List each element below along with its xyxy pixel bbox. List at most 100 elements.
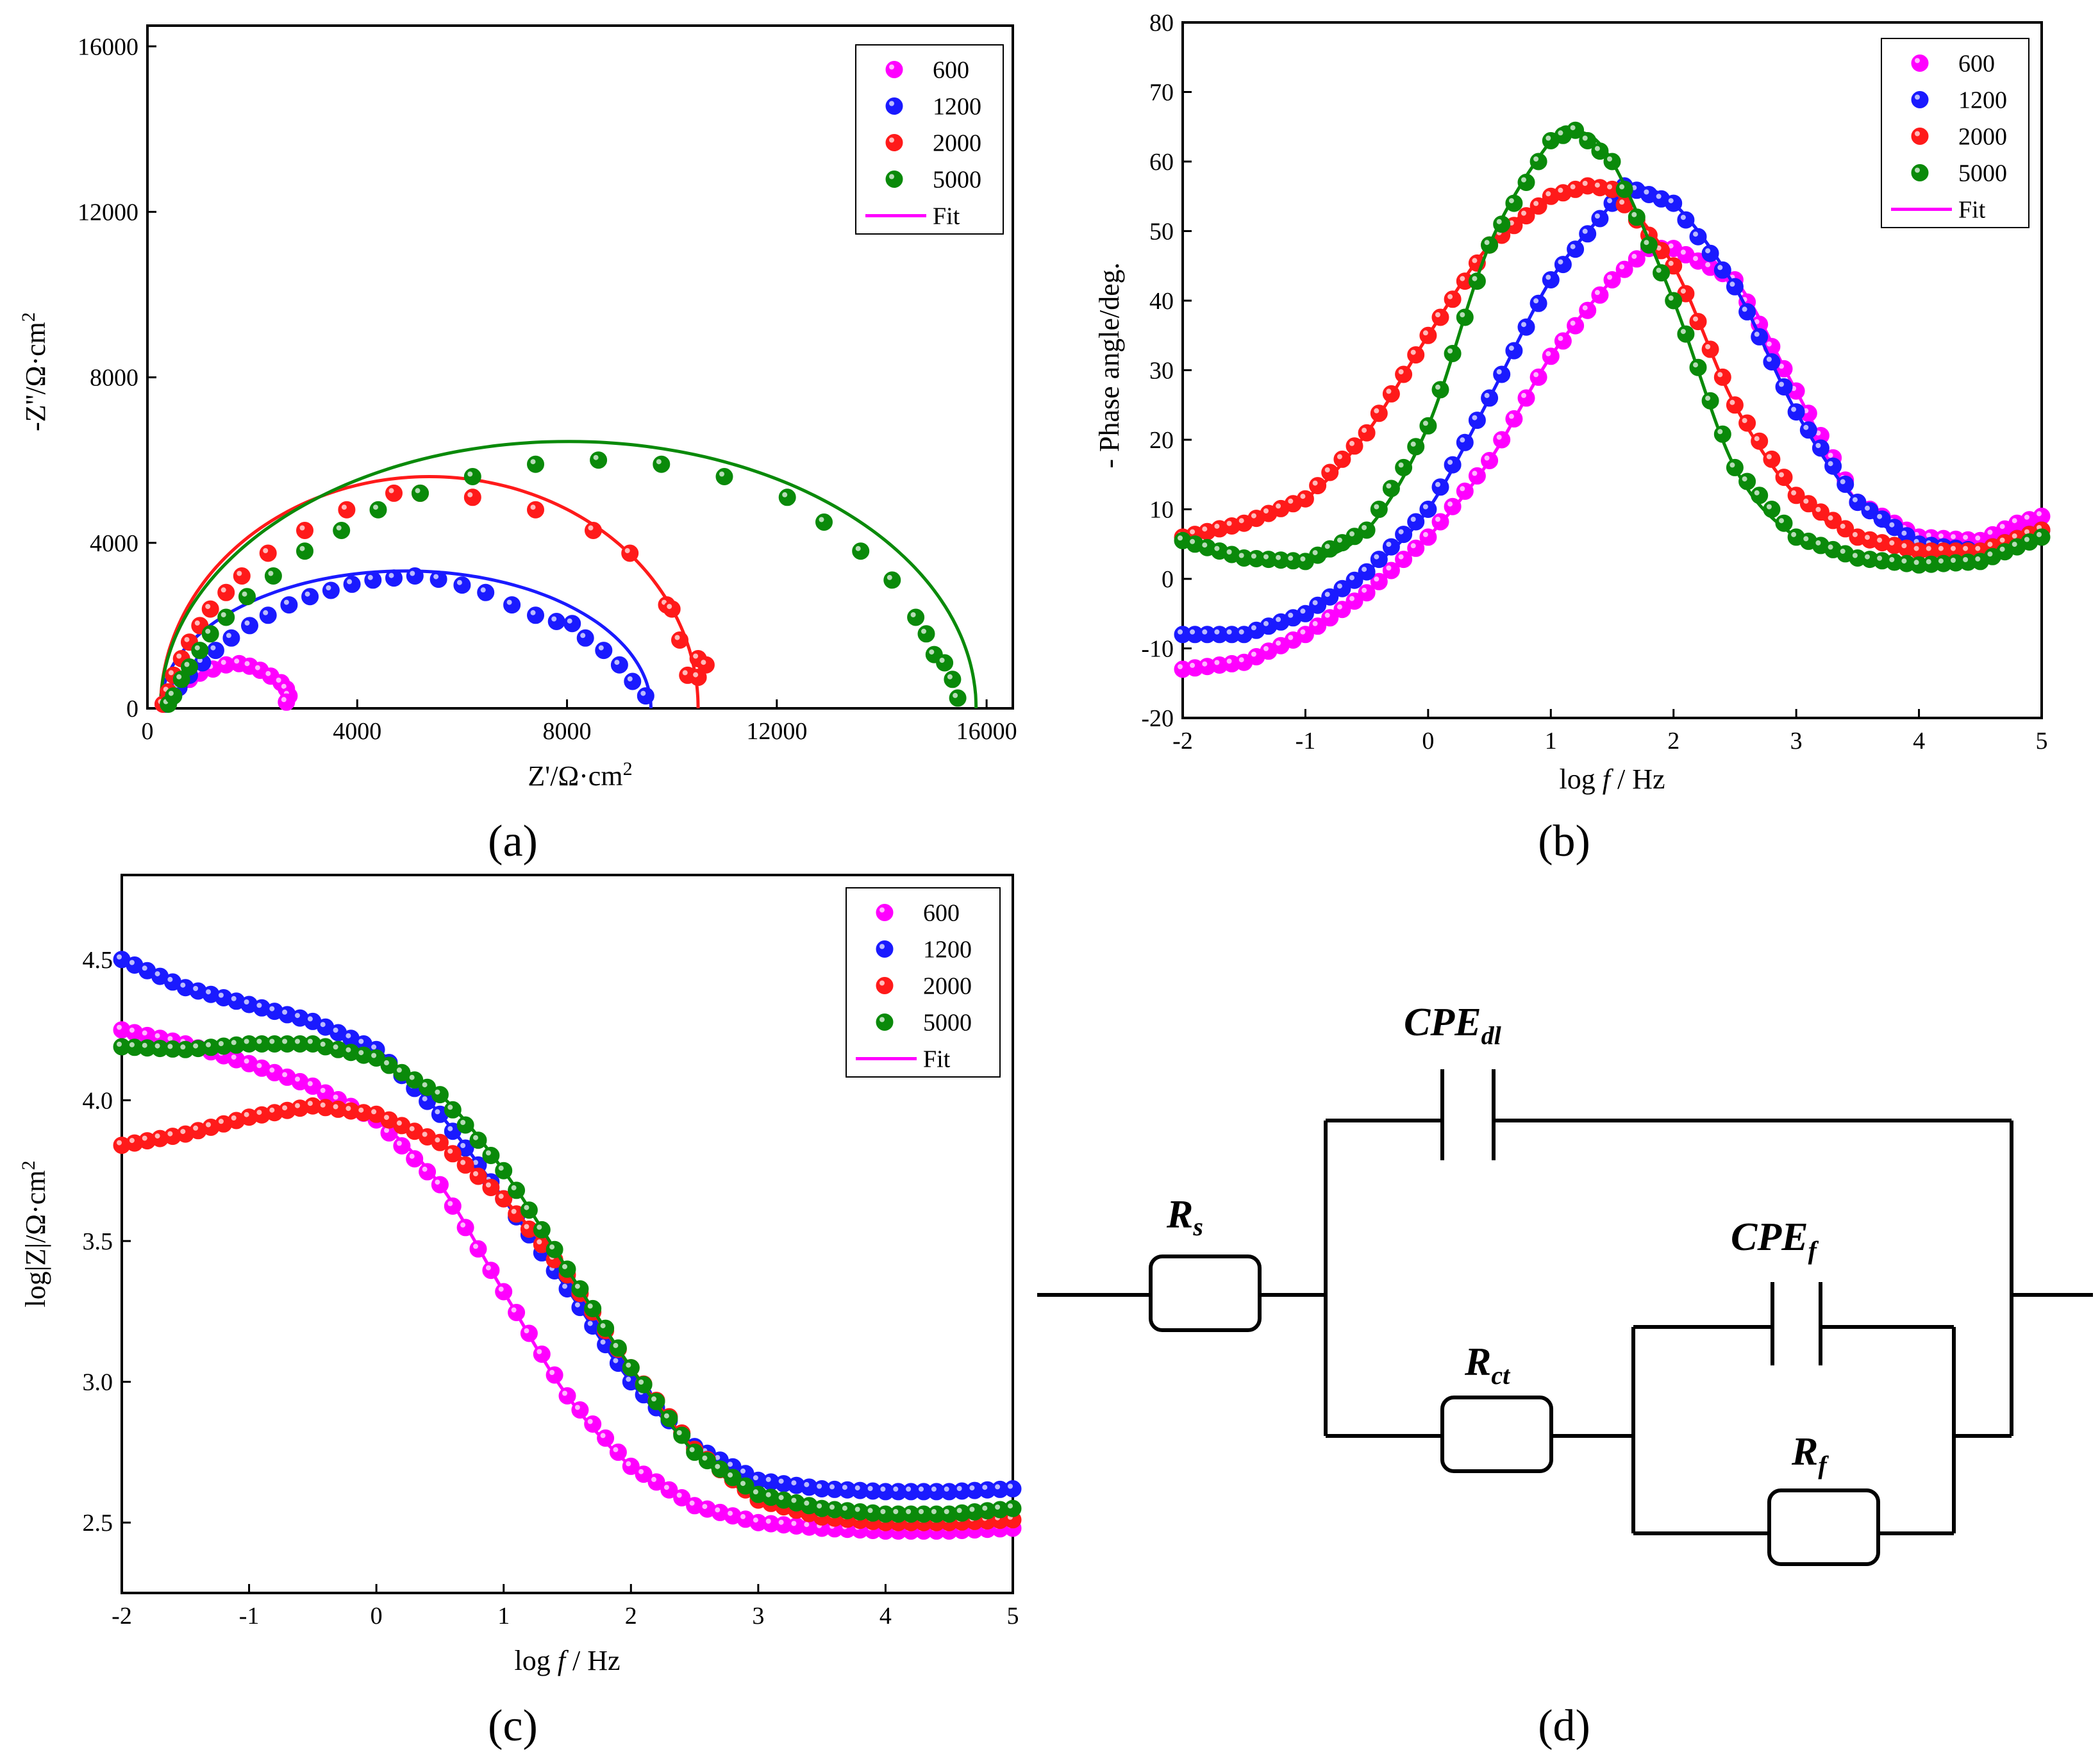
data-point: [622, 1359, 640, 1377]
data-point-highlight: [167, 1044, 173, 1049]
data-point-highlight: [263, 548, 269, 553]
data-point-highlight: [719, 471, 724, 477]
data-point-highlight: [638, 1380, 644, 1385]
nyquist-data: [154, 440, 978, 713]
data-point: [1799, 421, 1817, 439]
data-point: [876, 940, 894, 958]
data-point: [338, 501, 356, 519]
data-point-highlight: [167, 976, 173, 982]
data-point: [1407, 346, 1425, 364]
data-point-highlight: [715, 1463, 721, 1469]
x-tick-label: 3: [752, 1603, 764, 1630]
data-point: [635, 1376, 653, 1394]
data-point-highlight: [2012, 542, 2017, 547]
data-point-highlight: [197, 658, 203, 663]
data-point-highlight: [1594, 290, 1600, 296]
data-point-highlight: [1828, 515, 1833, 521]
data-point-highlight: [574, 1405, 580, 1410]
data-point-highlight: [320, 1041, 326, 1047]
data-point-highlight: [1815, 443, 1821, 448]
data-point-highlight: [1779, 381, 1784, 387]
data-point-highlight: [1582, 305, 1588, 311]
data-point-highlight: [295, 1013, 300, 1019]
data-point-highlight: [765, 1519, 771, 1524]
data-point-highlight: [210, 645, 216, 651]
data-point-highlight: [931, 1509, 937, 1514]
data-point-highlight: [1386, 483, 1392, 488]
data-point-highlight: [396, 1120, 402, 1126]
data-point-highlight: [1852, 497, 1858, 503]
data-point-highlight: [320, 1022, 326, 1028]
x-tick-label: -1: [1296, 728, 1316, 754]
data-point-highlight: [1533, 372, 1539, 378]
data-point-highlight: [1374, 576, 1379, 582]
data-point-highlight: [117, 1041, 122, 1047]
data-point-highlight: [1680, 288, 1686, 294]
data-point-highlight: [702, 1455, 708, 1461]
legend-label: 1200: [933, 94, 981, 121]
data-point: [222, 629, 240, 647]
data-point-highlight: [879, 944, 885, 949]
data-point-highlight: [1435, 312, 1440, 317]
data-point-highlight: [2024, 537, 2029, 542]
data-point-highlight: [498, 1287, 504, 1292]
data-point-highlight: [1484, 392, 1490, 398]
data-point-highlight: [371, 1109, 377, 1115]
data-point: [278, 693, 296, 711]
data-point: [1911, 54, 1929, 72]
data-point: [1653, 264, 1671, 282]
data-point: [508, 1181, 526, 1199]
data-point-highlight: [753, 1475, 758, 1481]
data-point-highlight: [921, 628, 926, 634]
data-point-highlight: [1546, 351, 1551, 356]
data-point-highlight: [530, 459, 536, 465]
data-point-highlight: [1202, 661, 1208, 667]
data-point-highlight: [537, 1239, 542, 1245]
data-point-highlight: [333, 1094, 338, 1100]
data-point-highlight: [1582, 228, 1588, 234]
data-point-highlight: [1190, 538, 1196, 544]
data-point-highlight: [480, 587, 486, 593]
data-point-highlight: [1644, 189, 1649, 195]
data-point: [259, 544, 277, 562]
data-point-highlight: [1803, 424, 1809, 430]
data-point-highlight: [1337, 454, 1342, 460]
data-point: [673, 1426, 691, 1444]
data-point: [1382, 385, 1400, 403]
data-point: [1628, 208, 1646, 226]
data-point-highlight: [919, 1486, 924, 1492]
data-point-highlight: [269, 1067, 275, 1073]
data-point-highlight: [1546, 274, 1551, 280]
data-point: [546, 1366, 563, 1384]
data-point-highlight: [1349, 575, 1354, 581]
data-point-highlight: [1975, 556, 1981, 562]
data-point-highlight: [467, 492, 473, 497]
y-tick-label: 50: [1149, 219, 1174, 246]
data-point-highlight: [1447, 501, 1453, 507]
data-point-highlight: [221, 660, 226, 665]
data-point-highlight: [804, 1500, 810, 1506]
data-point-highlight: [1975, 535, 1981, 541]
data-point-highlight: [1435, 384, 1440, 390]
data-point: [482, 1262, 500, 1280]
data-point-highlight: [1422, 421, 1428, 426]
data-point: [238, 588, 256, 606]
data-point: [609, 1443, 627, 1461]
data-point-highlight: [154, 971, 160, 977]
data-point: [1567, 317, 1585, 335]
x-tick-label: 4: [879, 1603, 892, 1630]
data-point-highlight: [1938, 546, 1944, 551]
data-point-highlight: [1828, 453, 1833, 458]
data-point-highlight: [281, 683, 287, 689]
data-point: [1493, 215, 1511, 233]
data-point: [296, 542, 313, 560]
data-point-highlight: [1484, 455, 1490, 461]
circuit-labels: Rs CPEdl Rct CPEf Rf: [1166, 1001, 1829, 1480]
data-point-highlight: [281, 697, 287, 703]
data-point-highlight: [1288, 498, 1294, 504]
data-point-highlight: [473, 1171, 478, 1176]
data-point-highlight: [1300, 608, 1306, 614]
data-point: [1419, 501, 1437, 518]
data-point-highlight: [1422, 330, 1428, 336]
